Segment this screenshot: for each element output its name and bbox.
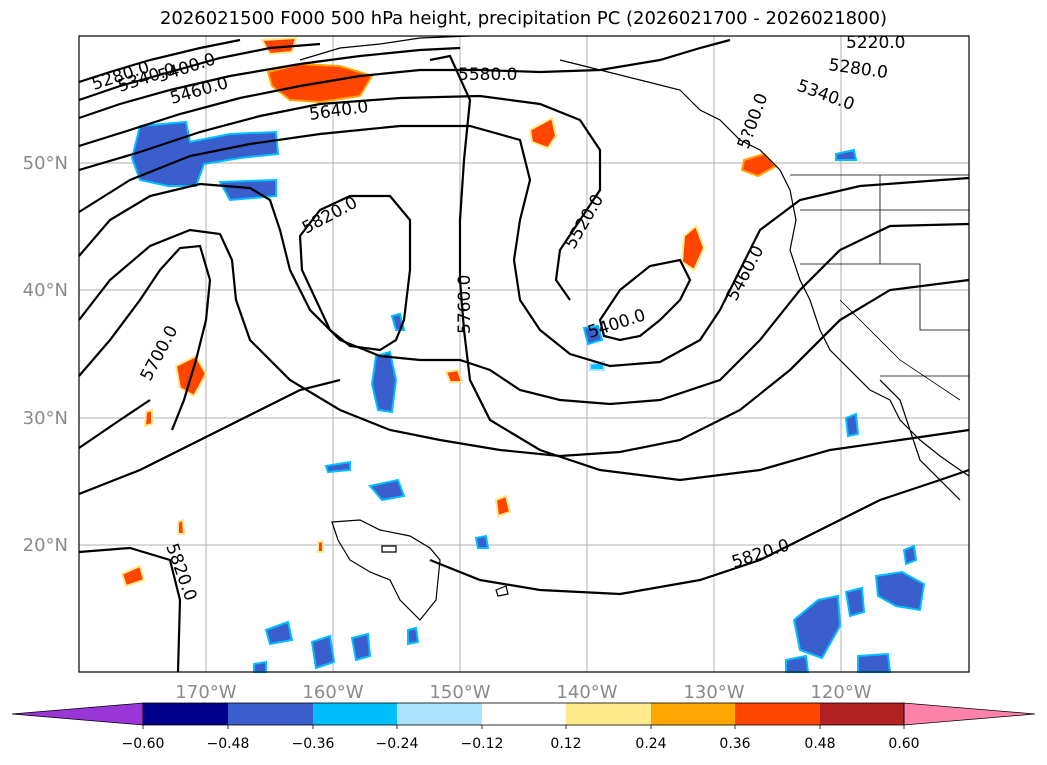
lon-label-170w: 170°W [175,682,236,703]
colorbar-tick: 0.48 [804,736,835,752]
lat-label-30n: 30°N [23,408,68,429]
longitude-labels: 170°W 160°W 150°W 140°W 130°W 120°W [175,682,871,703]
coastlines [299,35,970,621]
colorbar-segment [566,703,651,725]
colorbar-tick: −0.24 [376,736,419,752]
lon-label-120w: 120°W [810,682,871,703]
colorbar-tick: 0.12 [550,736,581,752]
colorbar: −0.60 −0.48 −0.36 −0.24 −0.12 0.12 0.24 … [11,702,1036,752]
colorbar-segment [482,703,566,725]
colorbar-tick: 0.24 [635,736,666,752]
lon-label-130w: 130°W [683,682,744,703]
lat-label-40n: 40°N [23,280,68,301]
map-background [79,36,969,672]
lat-label-50n: 50°N [23,153,68,174]
lon-label-140w: 140°W [556,682,617,703]
state-borders [790,174,969,401]
colorbar-tick: 0.36 [719,736,750,752]
colorbar-tick: 0.60 [888,736,919,752]
colorbar-segment [820,703,904,725]
lat-label-20n: 20°N [23,535,68,556]
colorbar-segment [735,703,820,725]
precip-positive-areas [120,36,778,588]
colorbar-frame [142,702,905,726]
lon-label-160w: 160°W [302,682,363,703]
gridlines [79,36,969,672]
colorbar-segment [228,703,313,725]
map-title: 2026021500 F000 500 hPa height, precipit… [159,8,888,29]
colorbar-segment [651,703,735,725]
height-contours [78,38,970,673]
colorbar-segment [313,703,397,725]
colorbar-extend-high [903,702,1036,726]
contour-label: 5220.0 [846,33,905,53]
lon-label-150w: 150°W [429,682,490,703]
latitude-labels: 20°N 30°N 40°N 50°N [23,153,68,556]
colorbar-tick: −0.48 [207,736,250,752]
map-frame [78,35,970,673]
contour-label: 5760.0 [455,275,475,334]
colorbar-segment [143,703,228,725]
colorbar-tick: −0.36 [292,736,335,752]
contour-label: 5580.0 [458,65,517,85]
colorbar-extend-low [11,702,144,726]
colorbar-segment [397,703,482,725]
colorbar-tick: −0.60 [122,736,165,752]
colorbar-tick: −0.12 [461,736,504,752]
